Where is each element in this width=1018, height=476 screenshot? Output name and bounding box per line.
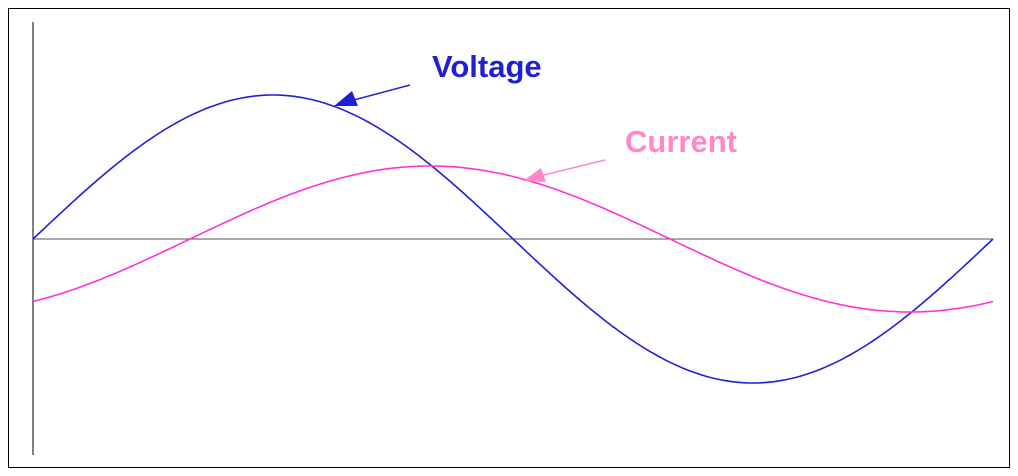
voltage-arrowhead bbox=[334, 91, 358, 106]
current-wave bbox=[32, 165, 994, 313]
current-arrow bbox=[539, 159, 606, 177]
frame bbox=[8, 8, 1010, 468]
voltage-label: Voltage bbox=[432, 49, 542, 84]
current-label: Current bbox=[625, 124, 737, 159]
voltage-arrow bbox=[349, 84, 411, 102]
voltage-wave bbox=[32, 94, 994, 384]
current-arrowhead bbox=[523, 168, 546, 182]
